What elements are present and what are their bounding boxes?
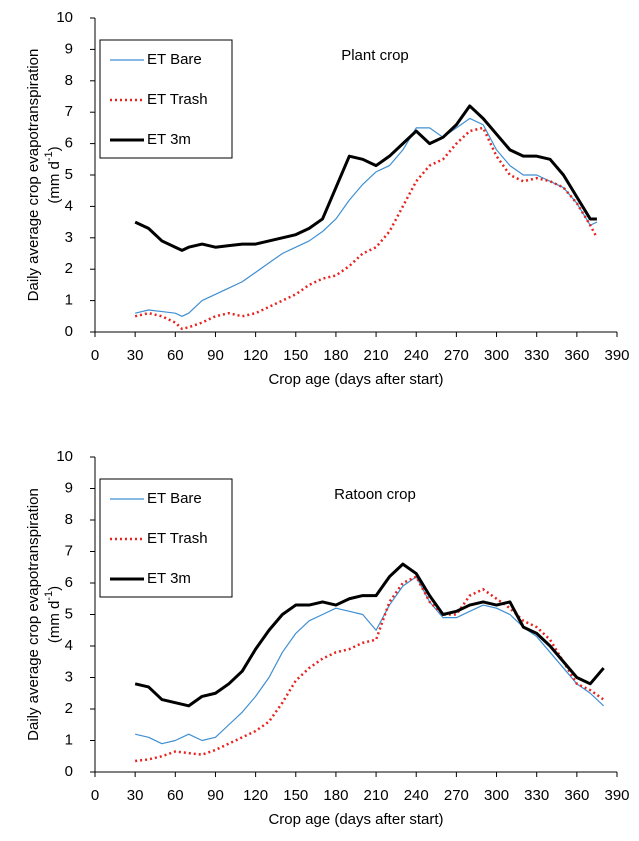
y-axis-label: Daily average crop evapotranspiration [25,488,42,741]
y-tick-label: 0 [65,763,73,780]
legend-label: ET 3m [147,131,191,148]
y-axis-label: Daily average crop evapotranspiration [25,49,42,302]
x-tick-label: 120 [243,787,268,804]
x-tick-label: 390 [604,787,629,804]
x-tick-label: 60 [167,347,184,364]
chart: 0 1 2 3 4 5 6 7 8 9 10 0 30 60 90 120 150 180 210 240 270 300… [25,9,630,388]
x-tick-label: 300 [484,347,509,364]
x-tick-label: 270 [444,787,469,804]
x-tick-label: 180 [323,347,348,364]
annotation: Plant crop [341,47,409,64]
x-tick-label: 330 [524,347,549,364]
y-tick-label: 3 [65,229,73,246]
y-tick-label: 1 [65,731,73,748]
x-tick-label: 0 [91,787,99,804]
y-tick-label: 6 [65,574,73,591]
x-tick-label: 210 [364,787,389,804]
y-tick-label: 4 [65,197,73,214]
legend-label: ET Bare [147,490,202,507]
y-tick-label: 6 [65,135,73,152]
y-tick-label: 1 [65,292,73,309]
unit-sup: -1 [43,591,55,601]
x-axis-label: Crop age (days after start) [268,811,443,828]
series-line [135,575,605,763]
y-tick-label: 10 [56,448,73,465]
y-tick-label: 5 [65,605,73,622]
y-tick-label: 8 [65,72,73,89]
x-tick-label: 210 [364,347,389,364]
x-tick-label: 90 [207,787,224,804]
unit-sup: -1 [43,151,55,161]
x-tick-label: 360 [564,347,589,364]
y-tick-label: 9 [65,40,73,57]
y-tick-label: 0 [65,323,73,340]
x-tick-label: 270 [444,347,469,364]
x-tick-label: 360 [564,787,589,804]
unit-end: ) [46,586,63,591]
series-line [135,117,598,317]
chart: 0 1 2 3 4 5 6 7 8 9 10 0 30 60 90 120 150 180 210 240 270 300… [25,448,630,828]
y-tick-label: 7 [65,542,73,559]
y-tick-label: 7 [65,103,73,120]
legend-label: ET Trash [147,91,208,108]
legend-label: ET 3m [147,570,191,587]
x-tick-label: 180 [323,787,348,804]
x-tick-label: 390 [604,347,629,364]
unit-text: (mm d [46,601,63,644]
y-tick-label: 3 [65,668,73,685]
x-tick-label: 30 [127,347,144,364]
unit-text: (mm d [46,161,63,204]
y-tick-label: 10 [56,9,73,26]
x-tick-label: 60 [167,787,184,804]
annotation: Ratoon crop [334,486,416,503]
x-tick-label: 150 [283,787,308,804]
y-tick-label: 4 [65,637,73,654]
x-tick-label: 240 [404,347,429,364]
y-tick-label: 9 [65,479,73,496]
unit-end: ) [46,146,63,151]
x-tick-label: 90 [207,347,224,364]
x-tick-label: 240 [404,787,429,804]
x-tick-label: 30 [127,787,144,804]
legend-label: ET Trash [147,530,208,547]
x-tick-label: 330 [524,787,549,804]
series-line [134,104,597,252]
x-tick-label: 300 [484,787,509,804]
y-tick-label: 2 [65,700,73,717]
y-axis-unit: (mm d-1) [43,586,63,643]
legend-label: ET Bare [147,51,202,68]
x-tick-label: 150 [283,347,308,364]
y-axis-unit: (mm d-1) [43,146,63,203]
series-line [134,562,605,708]
x-tick-label: 0 [91,347,99,364]
y-tick-label: 8 [65,511,73,528]
series-line [135,576,605,745]
y-tick-label: 2 [65,260,73,277]
x-axis-label: Crop age (days after start) [268,371,443,388]
y-tick-label: 5 [65,166,73,183]
x-tick-label: 120 [243,347,268,364]
